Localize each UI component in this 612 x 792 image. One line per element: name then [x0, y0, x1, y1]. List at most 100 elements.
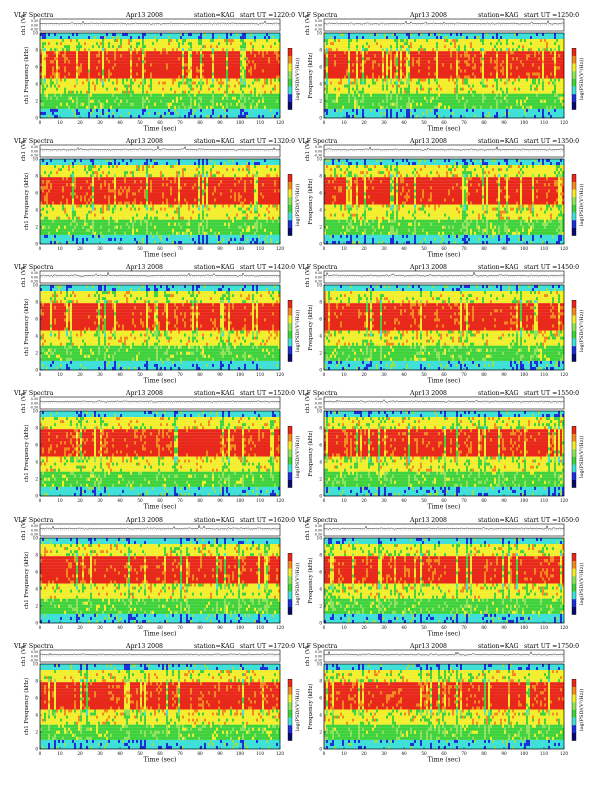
spectrogram-cell: [92, 82, 94, 85]
spectrogram-cell: [90, 85, 92, 88]
spectrogram-cell: [54, 48, 56, 51]
spectrogram-cell: [142, 42, 144, 45]
spectrogram-cell: [182, 76, 184, 79]
spectrogram-cell: [158, 88, 160, 91]
spectrogram-cell: [256, 66, 258, 69]
spectrogram-cell: [250, 85, 252, 88]
spectrogram-cell: [208, 33, 210, 36]
spectrogram-cell: [102, 94, 104, 97]
spectrogram-cell: [56, 79, 58, 82]
spectrogram-cell: [202, 97, 204, 100]
spectrogram-cell: [150, 57, 152, 60]
spectrogram-cell: [82, 45, 84, 48]
spectrogram-cell: [226, 72, 228, 75]
spectrogram-cell: [84, 91, 86, 94]
spectrogram-cell: [98, 91, 100, 94]
spectrogram-cell: [106, 88, 108, 91]
spectrogram-cell: [52, 42, 54, 45]
spectrogram-cell: [104, 51, 106, 54]
spectrogram-cell: [42, 82, 44, 85]
spectrogram-cell: [186, 66, 188, 69]
spectrogram-cell: [142, 85, 144, 88]
spectrogram-cell: [248, 57, 250, 60]
spectrogram-cell: [108, 45, 110, 48]
spectrogram-cell: [268, 91, 270, 94]
spectrogram-cell: [84, 48, 86, 51]
spectrogram-cell: [242, 57, 244, 60]
spectrogram-cell: [190, 36, 192, 39]
spectrogram-cell: [138, 48, 140, 51]
spectrogram-cell: [72, 72, 74, 75]
spectrogram-cell: [244, 69, 246, 72]
spectrogram-cell: [152, 42, 154, 45]
spectrogram-cell: [274, 85, 276, 88]
spectrogram-cell: [118, 36, 120, 39]
spectrogram-cell: [68, 66, 70, 69]
spectrogram-cell: [144, 69, 146, 72]
spectrogram-cell: [94, 63, 96, 66]
spectrogram-cell: [146, 88, 148, 91]
spectrogram-cell: [264, 45, 266, 48]
spectrogram-cell: [218, 82, 220, 85]
spectrogram-cell: [138, 97, 140, 100]
spectrogram-cell: [70, 33, 72, 36]
spectrogram-cell: [128, 72, 130, 75]
spectrogram-cell: [176, 36, 178, 39]
spectrogram-cell: [174, 94, 176, 97]
spectrogram-cell: [54, 69, 56, 72]
spectrogram-cell: [46, 82, 48, 85]
spectrogram-cell: [146, 33, 148, 36]
spectrogram-cell: [116, 82, 118, 85]
spectrogram-cell: [112, 54, 114, 57]
spectrogram-cell: [202, 60, 204, 63]
spectrogram-cell: [106, 82, 108, 85]
spectrogram-cell: [248, 33, 250, 36]
spectrogram-cell: [214, 36, 216, 39]
spectrogram-cell: [162, 33, 164, 36]
spectrogram-cell: [244, 45, 246, 48]
spectrogram-cell: [222, 54, 224, 57]
spectrogram-cell: [260, 72, 262, 75]
spectrogram-cell: [50, 69, 52, 72]
spectrogram-cell: [138, 63, 140, 66]
spectrogram-cell: [200, 79, 202, 82]
spectrogram-cell: [258, 48, 260, 51]
spectrogram-cell: [130, 97, 132, 100]
spectrogram-cell: [258, 51, 260, 54]
spectrogram-cell: [230, 97, 232, 100]
spectrogram-cell: [156, 42, 158, 45]
spectrogram-cell: [52, 82, 54, 85]
spectrogram-cell: [42, 33, 44, 36]
spectrogram-cell: [110, 45, 112, 48]
spectrogram-cell: [154, 51, 156, 54]
spectrogram-cell: [230, 45, 232, 48]
spectrogram-cell: [172, 97, 174, 100]
spectrogram-cell: [226, 82, 228, 85]
spectrogram-cell: [264, 42, 266, 45]
spectrogram-cell: [180, 76, 182, 79]
spectrogram-cell: [114, 94, 116, 97]
spectrogram-cell: [164, 45, 166, 48]
spectrogram-cell: [100, 79, 102, 82]
spectrogram-cell: [136, 39, 138, 42]
spectrogram-cell: [122, 42, 124, 45]
spectrogram-cell: [204, 42, 206, 45]
spectrogram-cell: [122, 79, 124, 82]
panel-header-date: Apr13 2008: [125, 12, 163, 19]
spectrogram-cell: [202, 88, 204, 91]
spectrogram-cell: [276, 48, 278, 51]
spectrogram-cell: [154, 45, 156, 48]
spectrogram-cell: [108, 69, 110, 72]
spectrogram-cell: [138, 36, 140, 39]
spectrogram-cell: [218, 69, 220, 72]
spectrogram-cell: [212, 39, 214, 42]
spectrogram-cell: [98, 54, 100, 57]
spectrogram-cell: [276, 79, 278, 82]
spectrogram-cell: [48, 76, 50, 79]
spectrogram-cell: [104, 94, 106, 97]
spectrogram-cell: [160, 63, 162, 66]
spectrogram-cell: [76, 48, 78, 51]
spectrogram-cell: [250, 79, 252, 82]
spectrogram-cell: [78, 69, 80, 72]
spectrogram-cell: [276, 76, 278, 79]
